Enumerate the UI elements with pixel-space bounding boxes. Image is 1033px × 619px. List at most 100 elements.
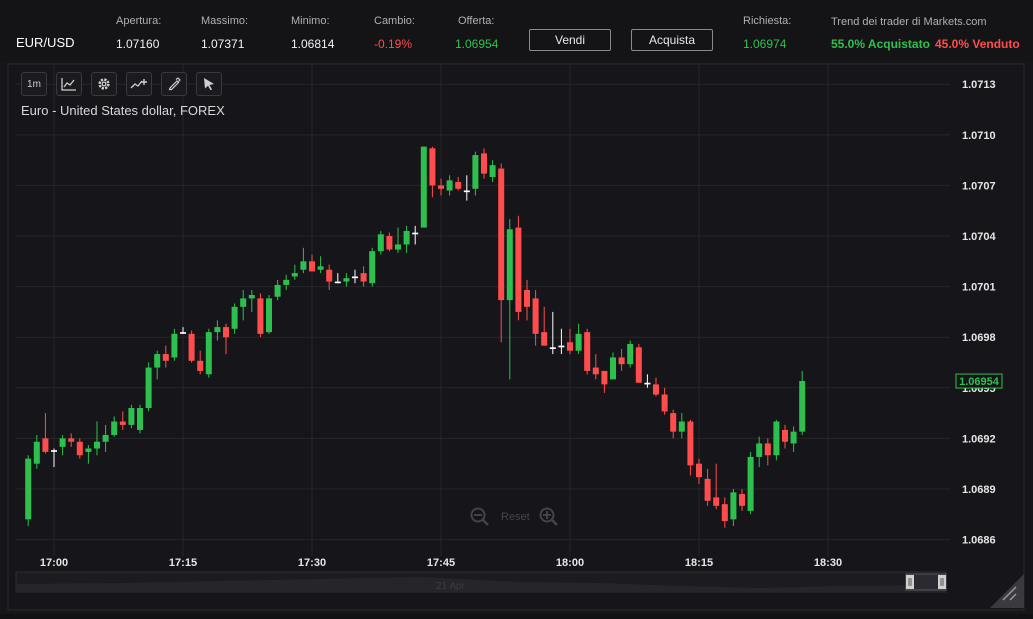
candle[interactable]: [214, 320, 221, 341]
candle[interactable]: [687, 419, 694, 476]
candle[interactable]: [653, 377, 659, 397]
reset-zoom-button[interactable]: Reset: [501, 511, 530, 523]
candle[interactable]: [575, 323, 582, 355]
candle[interactable]: [670, 409, 677, 439]
candle[interactable]: [592, 354, 599, 380]
candle[interactable]: [42, 413, 49, 454]
candle[interactable]: [231, 303, 238, 334]
candle[interactable]: [739, 488, 745, 511]
candle[interactable]: [119, 411, 126, 430]
candle[interactable]: [33, 435, 40, 469]
candle[interactable]: [584, 328, 591, 375]
candle[interactable]: [764, 438, 771, 466]
candle[interactable]: [644, 374, 651, 388]
candle[interactable]: [610, 352, 616, 380]
candle[interactable]: [790, 426, 797, 452]
candle[interactable]: [197, 350, 204, 375]
candle[interactable]: [730, 488, 737, 527]
candle[interactable]: [756, 436, 763, 468]
navigator-left-handle[interactable]: [906, 575, 914, 589]
candle[interactable]: [59, 435, 66, 456]
candle[interactable]: [352, 269, 358, 284]
candle[interactable]: [463, 175, 470, 201]
candle[interactable]: [317, 256, 324, 274]
candle[interactable]: [627, 340, 634, 368]
candle[interactable]: [412, 225, 419, 245]
zoom-controls[interactable]: Reset: [470, 507, 558, 526]
buy-button[interactable]: Acquista: [631, 29, 713, 51]
candle[interactable]: [601, 370, 608, 393]
candle[interactable]: [343, 273, 350, 287]
time-navigator[interactable]: 21 Apr: [15, 571, 947, 593]
candle[interactable]: [76, 438, 83, 459]
candle[interactable]: [420, 146, 427, 228]
candle[interactable]: [704, 468, 711, 506]
candle[interactable]: [567, 328, 573, 355]
indicators-button[interactable]: [126, 72, 152, 96]
candle[interactable]: [635, 343, 642, 383]
cursor-button[interactable]: [196, 72, 222, 96]
candle[interactable]: [558, 328, 565, 355]
candle[interactable]: [334, 273, 341, 284]
candle[interactable]: [248, 289, 255, 312]
candle[interactable]: [274, 279, 281, 301]
candle[interactable]: [506, 219, 513, 380]
candle[interactable]: [145, 362, 152, 412]
candle[interactable]: [799, 370, 806, 436]
candle[interactable]: [678, 413, 685, 439]
candle[interactable]: [68, 433, 75, 447]
candle[interactable]: [429, 146, 436, 198]
candle[interactable]: [102, 424, 109, 452]
candle[interactable]: [369, 247, 376, 287]
interval-button[interactable]: 1m: [21, 72, 47, 96]
candle[interactable]: [154, 350, 161, 380]
candle[interactable]: [111, 416, 118, 437]
candle[interactable]: [377, 230, 384, 255]
candle[interactable]: [438, 178, 444, 196]
candle[interactable]: [446, 175, 453, 196]
candle[interactable]: [309, 254, 315, 272]
candle[interactable]: [395, 227, 401, 253]
candle[interactable]: [455, 176, 462, 191]
candle[interactable]: [489, 160, 496, 183]
candle[interactable]: [515, 215, 522, 321]
candle[interactable]: [472, 151, 479, 196]
candle[interactable]: [360, 266, 367, 287]
candle[interactable]: [85, 445, 92, 464]
candle[interactable]: [162, 345, 169, 368]
candle[interactable]: [25, 455, 32, 527]
zoom-out-icon[interactable]: [470, 507, 489, 526]
candle[interactable]: [300, 247, 307, 274]
candle[interactable]: [266, 295, 272, 334]
candle[interactable]: [240, 289, 247, 321]
candle[interactable]: [481, 148, 487, 179]
navigator-right-handle[interactable]: [938, 575, 946, 589]
candle[interactable]: [128, 404, 135, 429]
candle[interactable]: [721, 497, 728, 528]
candlestick-chart[interactable]: 1.0713 1.0710 1.0707 1.0704 1.0701 1.0698 1.06…: [0, 62, 1033, 614]
settings-button[interactable]: [91, 72, 117, 96]
candle[interactable]: [661, 387, 668, 415]
candle[interactable]: [549, 311, 556, 355]
candle[interactable]: [223, 323, 229, 355]
chart-type-button[interactable]: [56, 72, 82, 96]
draw-button[interactable]: [161, 72, 187, 96]
candle[interactable]: [386, 232, 393, 252]
candle[interactable]: [532, 289, 539, 346]
candle[interactable]: [618, 349, 625, 371]
candle[interactable]: [137, 404, 143, 434]
candle[interactable]: [696, 458, 702, 484]
candle[interactable]: [291, 264, 298, 280]
candle[interactable]: [257, 293, 264, 338]
candle[interactable]: [180, 327, 186, 334]
candle[interactable]: [541, 306, 548, 346]
candle[interactable]: [773, 419, 780, 461]
candle[interactable]: [51, 448, 57, 468]
candle[interactable]: [498, 163, 505, 343]
candle[interactable]: [326, 264, 333, 290]
candle[interactable]: [747, 451, 754, 515]
sell-button[interactable]: Vendi: [529, 29, 611, 51]
candle[interactable]: [283, 274, 290, 290]
candle[interactable]: [94, 421, 100, 456]
candle[interactable]: [188, 330, 195, 363]
